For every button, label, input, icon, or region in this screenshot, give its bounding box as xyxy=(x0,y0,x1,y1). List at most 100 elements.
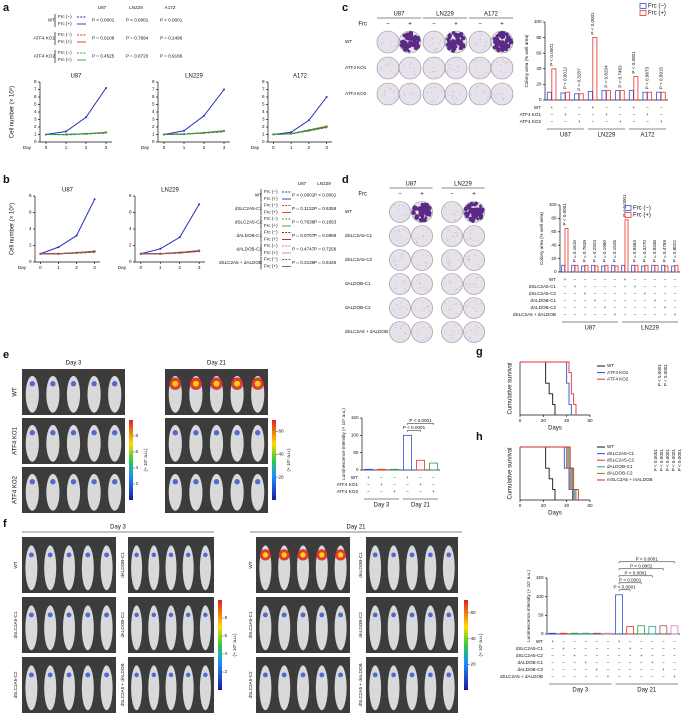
signal xyxy=(47,612,53,618)
design-sign: − xyxy=(551,667,554,672)
colony xyxy=(471,238,473,240)
design-sign: − xyxy=(596,646,599,651)
design-sign: + xyxy=(634,284,637,289)
colony xyxy=(473,60,475,62)
signal xyxy=(428,552,433,558)
colony xyxy=(474,64,476,66)
mouse xyxy=(230,473,244,511)
legend-group: ATF4 KO2 xyxy=(34,54,56,59)
colony xyxy=(500,30,505,35)
bracket xyxy=(618,582,642,585)
design-sign: − xyxy=(573,674,576,679)
plate xyxy=(441,321,463,343)
signal xyxy=(391,552,396,558)
design-sign: − xyxy=(607,653,610,658)
colony xyxy=(444,277,446,279)
design-sign: − xyxy=(644,298,647,303)
signal xyxy=(319,612,325,618)
colony xyxy=(412,42,416,46)
design-sign: + xyxy=(367,475,370,480)
colony xyxy=(455,35,459,40)
design-sign: − xyxy=(574,305,577,310)
colony xyxy=(454,289,456,291)
bar xyxy=(587,91,593,101)
legend-group: dALDOB-C1 xyxy=(236,233,262,238)
colony xyxy=(467,210,471,214)
plate xyxy=(463,273,485,295)
colony xyxy=(451,48,456,53)
colony xyxy=(396,239,398,241)
mouse xyxy=(259,665,272,711)
point xyxy=(325,96,328,98)
bracket xyxy=(618,575,653,578)
x-axis-label: Day xyxy=(251,145,260,150)
mouse xyxy=(168,473,182,511)
plate xyxy=(490,56,514,80)
mouse xyxy=(296,605,310,651)
bar xyxy=(641,265,646,273)
colony xyxy=(441,90,443,92)
bar xyxy=(390,468,399,471)
y-axis-label: Colony area (% well area) xyxy=(539,212,544,265)
mouse xyxy=(131,665,143,711)
p-value: P = 0.4769 xyxy=(662,240,667,263)
y-tick-label: 50 xyxy=(538,613,544,618)
design-sign: − xyxy=(564,312,567,317)
plate xyxy=(441,249,463,271)
series-line xyxy=(140,203,200,255)
colony xyxy=(436,70,438,72)
signal xyxy=(172,479,178,485)
colony xyxy=(475,44,477,46)
colony xyxy=(434,49,436,51)
plate xyxy=(389,297,411,319)
colony xyxy=(427,213,432,217)
row-label: dALDOB-C2 xyxy=(345,305,371,310)
design-sign: − xyxy=(574,291,577,296)
series-line xyxy=(163,89,225,135)
design-sign: − xyxy=(432,475,435,480)
design-sign: − xyxy=(634,298,637,303)
mouse xyxy=(182,665,194,711)
mouse xyxy=(87,375,101,413)
design-sign: − xyxy=(564,298,567,303)
colony xyxy=(431,100,433,102)
bar xyxy=(364,468,373,471)
mouse xyxy=(189,424,203,462)
p-value: P < 0.0001 xyxy=(653,449,658,472)
colony xyxy=(409,63,411,65)
colony xyxy=(400,328,402,330)
design-sign: + xyxy=(651,660,654,665)
signal xyxy=(409,552,415,558)
plate xyxy=(444,82,468,106)
colony xyxy=(456,65,458,67)
colony xyxy=(501,42,505,46)
design-sign: − xyxy=(564,105,567,110)
colony xyxy=(382,38,384,40)
design-sign: − xyxy=(624,291,627,296)
design-sign: − xyxy=(674,305,677,310)
colony xyxy=(457,39,461,43)
y-tick-label: 100 xyxy=(549,202,557,207)
design-sign: − xyxy=(651,646,654,651)
bar xyxy=(674,264,679,273)
y-tick-label: 80 xyxy=(536,35,542,40)
design-sign: − xyxy=(419,475,422,480)
colony xyxy=(498,31,501,35)
colony xyxy=(505,44,511,49)
colony xyxy=(482,259,484,261)
group-label: Day 3 xyxy=(374,503,390,509)
colony xyxy=(402,280,404,282)
y-tick-label: 100 xyxy=(536,594,544,599)
y-tick-label: 150 xyxy=(351,415,359,420)
colony xyxy=(388,64,390,66)
design-sign: + xyxy=(674,312,677,317)
y-axis-label: Luminescence intensity (× 10⁷ a.u.) xyxy=(526,570,531,642)
p-value: P = 0.1526 xyxy=(612,240,617,263)
legend-group: WT xyxy=(255,193,262,198)
design-sign: − xyxy=(624,298,627,303)
point xyxy=(198,250,201,253)
colorbar-unit: (× 10⁵ a.u.) xyxy=(478,633,483,656)
colony xyxy=(383,91,385,93)
row-label: dSLC2A5-C2 xyxy=(248,671,253,699)
signal xyxy=(70,381,77,387)
